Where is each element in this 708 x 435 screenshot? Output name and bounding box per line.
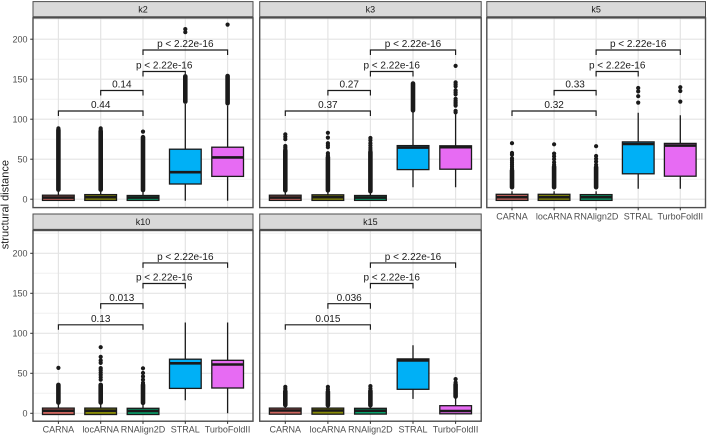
svg-text:RNAlign2D: RNAlign2D [574, 212, 619, 222]
svg-text:locARNA: locARNA [310, 425, 347, 435]
svg-text:0.13: 0.13 [91, 314, 111, 325]
svg-text:p < 2.22e-16: p < 2.22e-16 [363, 61, 420, 72]
svg-text:0.44: 0.44 [91, 100, 111, 111]
svg-text:100: 100 [12, 114, 27, 124]
svg-text:p < 2.22e-16: p < 2.22e-16 [157, 39, 214, 50]
svg-text:200: 200 [12, 34, 27, 44]
svg-text:RNAlign2D: RNAlign2D [348, 425, 393, 435]
svg-text:locARNA: locARNA [536, 212, 573, 222]
svg-text:p < 2.22e-16: p < 2.22e-16 [610, 39, 667, 50]
svg-text:structural distance: structural distance [0, 160, 12, 249]
svg-text:k2: k2 [138, 4, 148, 14]
svg-text:150: 150 [12, 289, 27, 299]
svg-text:k10: k10 [136, 217, 151, 227]
svg-text:CARNA: CARNA [496, 212, 528, 222]
svg-text:0.32: 0.32 [544, 100, 564, 111]
svg-text:0.33: 0.33 [565, 80, 585, 91]
svg-text:TurboFoldII: TurboFoldII [205, 425, 251, 435]
svg-text:k15: k15 [363, 217, 378, 227]
svg-text:0.27: 0.27 [339, 80, 359, 91]
svg-text:RNAlign2D: RNAlign2D [121, 425, 166, 435]
svg-text:p < 2.22e-16: p < 2.22e-16 [385, 39, 442, 50]
svg-text:p < 2.22e-16: p < 2.22e-16 [136, 61, 193, 72]
svg-text:50: 50 [17, 154, 27, 164]
svg-text:p < 2.22e-16: p < 2.22e-16 [385, 252, 442, 263]
svg-text:0: 0 [22, 194, 27, 204]
svg-text:p < 2.22e-16: p < 2.22e-16 [589, 61, 646, 72]
svg-text:0.14: 0.14 [112, 80, 132, 91]
svg-text:100: 100 [12, 329, 27, 339]
svg-text:k3: k3 [366, 4, 376, 14]
svg-text:0: 0 [22, 409, 27, 419]
svg-text:200: 200 [12, 249, 27, 259]
svg-text:p < 2.22e-16: p < 2.22e-16 [136, 273, 193, 284]
svg-text:STRAL: STRAL [624, 212, 653, 222]
svg-text:p < 2.22e-16: p < 2.22e-16 [363, 273, 420, 284]
svg-text:50: 50 [17, 369, 27, 379]
svg-text:TurboFoldII: TurboFoldII [657, 212, 703, 222]
svg-text:0.013: 0.013 [109, 293, 134, 304]
svg-text:0.036: 0.036 [337, 293, 362, 304]
svg-text:STRAL: STRAL [398, 425, 427, 435]
svg-text:CARNA: CARNA [270, 425, 302, 435]
svg-text:STRAL: STRAL [171, 425, 200, 435]
svg-text:k5: k5 [591, 4, 601, 14]
svg-text:locARNA: locARNA [82, 425, 119, 435]
svg-text:150: 150 [12, 74, 27, 84]
svg-text:CARNA: CARNA [43, 425, 75, 435]
svg-text:p < 2.22e-16: p < 2.22e-16 [157, 252, 214, 263]
svg-text:0.37: 0.37 [318, 100, 338, 111]
svg-text:0.015: 0.015 [315, 314, 340, 325]
svg-text:TurboFoldII: TurboFoldII [433, 425, 479, 435]
